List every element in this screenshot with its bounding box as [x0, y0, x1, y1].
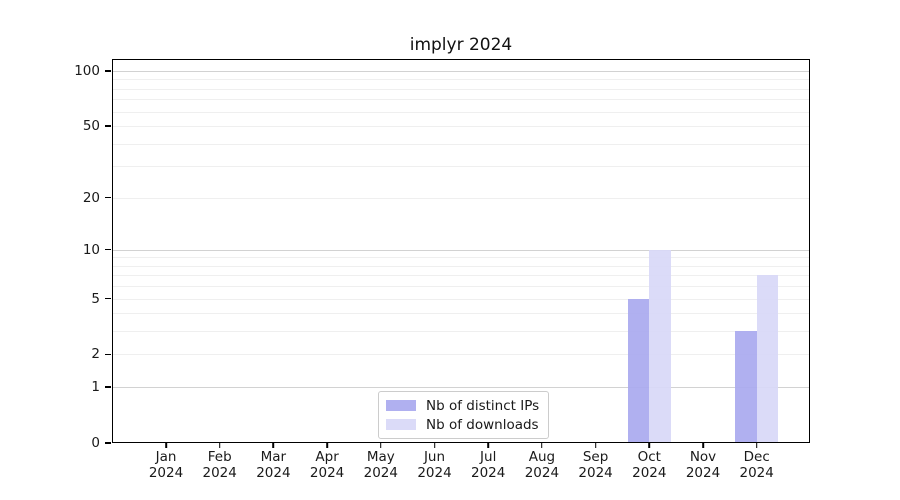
y-tick-mark-1 — [105, 386, 111, 388]
x-tick-month: Aug — [528, 449, 556, 465]
x-tick-mark-dec — [755, 443, 758, 448]
gridline-minor-3 — [112, 331, 810, 333]
y-tick-label-5: 5 — [91, 290, 100, 307]
x-tick-label-jul: Jul 2024 — [458, 449, 518, 481]
gridline-minor-30 — [112, 166, 810, 168]
x-tick-month: May — [366, 449, 395, 465]
x-tick-year: 2024 — [256, 465, 291, 481]
x-tick-year: 2024 — [363, 465, 398, 481]
gridline-minor-90 — [112, 79, 810, 81]
x-tick-mark-oct — [648, 443, 651, 448]
gridline-minor-50 — [112, 126, 810, 127]
x-tick-label-mar: Mar 2024 — [243, 449, 303, 481]
x-tick-mark-aug — [541, 443, 543, 448]
x-tick-year: 2024 — [309, 465, 345, 481]
gridline-minor-4 — [112, 313, 810, 315]
x-tick-month: Sep — [582, 449, 609, 465]
x-tick-mark-sep — [594, 443, 597, 448]
plot-area: Nb of distinct IPs Nb of downloads — [112, 59, 810, 443]
gridline-major-100 — [112, 70, 810, 72]
x-tick-mark-mar — [272, 443, 275, 448]
gridline-minor-7 — [112, 275, 810, 277]
y-tick-mark-5 — [105, 297, 111, 300]
y-tick-mark-2 — [105, 353, 111, 356]
x-tick-mark-feb — [218, 443, 221, 448]
x-tick-year: 2024 — [632, 465, 667, 481]
legend-label-nb-of-downloads: Nb of downloads — [426, 416, 539, 433]
gridline-minor-60 — [112, 111, 810, 113]
x-tick-month: Feb — [207, 449, 232, 465]
gridline-major-1 — [112, 387, 810, 389]
y-tick-mark-50 — [105, 125, 111, 127]
x-tick-month: Oct — [637, 449, 661, 465]
x-tick-label-may: May 2024 — [351, 449, 411, 481]
x-tick-year: 2024 — [685, 465, 721, 481]
bar-dec-nb-of-distinct-ips — [735, 331, 757, 443]
legend-row-nb-of-downloads: Nb of downloads — [386, 415, 539, 434]
bar-dec-nb-of-downloads — [756, 275, 779, 443]
legend: Nb of distinct IPs Nb of downloads — [378, 391, 550, 439]
legend-swatch-nb-of-distinct-ips — [386, 400, 416, 411]
gridline-minor-2 — [112, 354, 810, 356]
x-tick-mark-nov — [702, 443, 704, 448]
legend-swatch-nb-of-downloads — [386, 419, 416, 430]
x-tick-year: 2024 — [417, 465, 452, 481]
gridline-minor-5 — [112, 298, 810, 300]
legend-row-nb-of-distinct-ips: Nb of distinct IPs — [386, 396, 539, 415]
x-tick-year: 2024 — [739, 465, 774, 481]
gridline-minor-6 — [112, 286, 810, 288]
x-tick-year: 2024 — [578, 465, 613, 481]
y-tick-label-2: 2 — [91, 346, 100, 363]
gridline-major-10 — [112, 249, 810, 251]
gridline-minor-40 — [112, 143, 810, 145]
y-tick-mark-10 — [105, 248, 111, 251]
chart-title: implyr 2024 — [409, 35, 513, 55]
x-tick-month: Mar — [260, 449, 287, 465]
x-tick-mark-may — [380, 443, 382, 448]
x-tick-mark-jan — [165, 443, 167, 448]
x-tick-mark-jun — [433, 443, 436, 448]
x-tick-label-dec: Dec 2024 — [727, 449, 787, 481]
x-tick-month: Dec — [743, 449, 770, 465]
gridline-minor-80 — [112, 88, 810, 90]
x-tick-year: 2024 — [524, 465, 560, 481]
x-tick-mark-jul — [487, 443, 489, 448]
x-tick-label-sep: Sep 2024 — [566, 449, 626, 481]
x-tick-label-jan: Jan 2024 — [136, 449, 196, 481]
gridline-minor-8 — [112, 265, 810, 267]
x-tick-label-jun: Jun 2024 — [405, 449, 465, 481]
x-tick-year: 2024 — [471, 465, 506, 481]
legend-label-nb-of-distinct-ips: Nb of distinct IPs — [426, 397, 540, 414]
x-tick-month: Jul — [480, 449, 497, 465]
x-tick-year: 2024 — [202, 465, 237, 481]
y-tick-mark-100 — [105, 70, 111, 72]
y-tick-label-10: 10 — [82, 241, 100, 258]
bar-oct-nb-of-downloads — [649, 249, 671, 443]
y-tick-label-20: 20 — [82, 189, 100, 206]
x-tick-year: 2024 — [148, 465, 184, 481]
y-tick-label-100: 100 — [74, 62, 100, 79]
x-tick-month: Jan — [155, 449, 177, 465]
gridline-minor-70 — [112, 99, 810, 101]
x-tick-month: Jun — [423, 449, 446, 465]
y-tick-label-1: 1 — [91, 379, 100, 396]
x-tick-mark-apr — [326, 443, 328, 448]
plot-border — [112, 59, 810, 443]
y-tick-mark-20 — [105, 196, 111, 199]
x-tick-label-apr: Apr 2024 — [297, 449, 357, 481]
x-tick-label-nov: Nov 2024 — [673, 449, 733, 481]
y-tick-mark-0 — [105, 442, 111, 444]
gridline-minor-9 — [112, 257, 810, 259]
y-tick-label-0: 0 — [91, 435, 100, 451]
x-tick-month: Apr — [315, 449, 339, 465]
x-tick-label-oct: Oct 2024 — [619, 449, 679, 481]
x-tick-label-aug: Aug 2024 — [512, 449, 572, 481]
gridline-minor-20 — [112, 197, 810, 199]
bar-oct-nb-of-distinct-ips — [627, 298, 650, 443]
x-tick-label-feb: Feb 2024 — [190, 449, 250, 481]
x-tick-month: Nov — [689, 449, 717, 465]
y-tick-label-50: 50 — [82, 118, 100, 134]
